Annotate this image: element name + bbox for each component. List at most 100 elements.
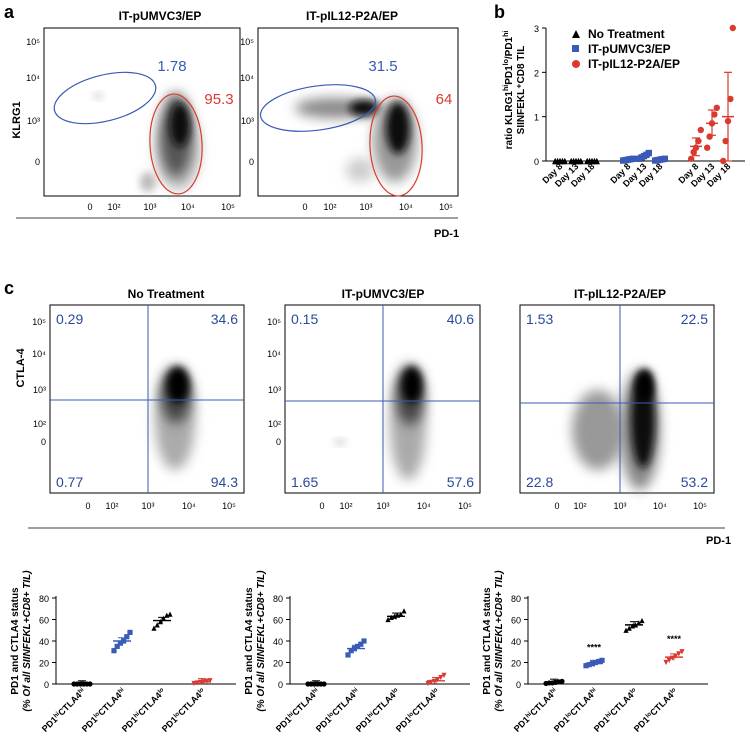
- density-cloud: [572, 369, 660, 490]
- svg-text:0: 0: [87, 202, 92, 212]
- quadrant-lower-left: 22.8: [526, 474, 553, 490]
- svg-text:10⁴: 10⁴: [181, 202, 195, 212]
- svg-text:10⁴: 10⁴: [32, 349, 46, 359]
- data-point: [720, 157, 727, 165]
- data-point: [348, 648, 354, 654]
- legend-label: No Treatment: [588, 27, 665, 41]
- yticks-a2: 10⁵ 10⁴ 10³ 0: [240, 37, 254, 167]
- xticks-c3: 0 10² 10³ 10⁴ 10⁵: [554, 501, 707, 511]
- svg-text:0: 0: [319, 501, 324, 511]
- significance-stars: ****: [587, 642, 602, 652]
- quadrant-upper-right: 22.5: [681, 311, 708, 327]
- svg-text:10⁴: 10⁴: [240, 73, 254, 83]
- density-cloud: [295, 98, 417, 182]
- y-tick-label: 60: [273, 616, 283, 626]
- pd1-axis-label-c: PD-1: [706, 535, 731, 547]
- svg-text:10³: 10³: [268, 385, 281, 395]
- data-point: [154, 622, 160, 628]
- scatter-ylabel: PD1 and CTLA4 status (% Of all SIINFEKL+C…: [244, 570, 267, 712]
- svg-text:10³: 10³: [141, 501, 154, 511]
- gate-klrg1-hi: [53, 71, 157, 125]
- x-category-label: PD1loCTLA4lo: [632, 686, 680, 734]
- quadrant-upper-right: 40.6: [447, 311, 474, 327]
- quadrant-lower-right: 57.6: [447, 474, 474, 490]
- data-point: [645, 149, 652, 157]
- data-point: [425, 680, 431, 687]
- svg-text:10⁵: 10⁵: [222, 501, 236, 511]
- data-point: [661, 155, 668, 162]
- density-cloud: [155, 367, 195, 470]
- scatter-plot-2: PD1 and CTLA4 status (% Of all SIINFEKL+C…: [482, 570, 708, 734]
- data-point: [385, 616, 391, 623]
- plot-frame: [43, 27, 241, 197]
- svg-text:10³: 10³: [376, 501, 389, 511]
- legend-marker-triangle: [572, 30, 580, 38]
- svg-text:0: 0: [249, 157, 254, 167]
- svg-text:10⁵: 10⁵: [221, 202, 235, 212]
- quadrant-plot-c3: IT-pIL12-P2A/EP 0 10² 10³ 10⁴ 10⁵ 1.53 2…: [519, 287, 715, 511]
- svg-text:10⁵: 10⁵: [439, 202, 453, 212]
- legend-marker-square: [572, 45, 579, 52]
- data-point: [167, 611, 173, 617]
- scatter-ylabel-line2: (% Of all SIINFEKL+CD8+ TIL): [494, 570, 505, 712]
- y-tick-label: 1: [534, 113, 539, 123]
- panel-b: ratio KLRG1hiPD1lo/PD1hi SIINFEKL⁺CD8 TI…: [503, 24, 745, 189]
- data-point: [688, 155, 695, 162]
- svg-text:0: 0: [554, 501, 559, 511]
- y-tick-label: 0: [44, 680, 49, 690]
- x-category-label: PD1loCTLA4lo: [394, 686, 442, 734]
- data-point: [586, 662, 592, 668]
- svg-text:0: 0: [302, 202, 307, 212]
- data-point: [729, 24, 736, 32]
- y-tick-label: 2: [534, 68, 539, 78]
- panel-b-ylabel-line2: SIINFEKL⁺CD8 TIL: [516, 46, 527, 135]
- klrg1-axis-label: KLRG1: [11, 101, 23, 138]
- panel-label-c: c: [4, 278, 14, 298]
- yticks-a1: 10⁵ 10⁴ 10³ 0: [26, 37, 40, 167]
- plot-frame: [519, 304, 715, 494]
- data-point: [626, 625, 632, 631]
- y-tick-label: 3: [534, 24, 539, 34]
- y-tick-label: 40: [39, 637, 49, 647]
- data-point: [629, 155, 636, 162]
- gate-red-value: 64: [436, 91, 453, 108]
- quadrant-lower-left: 0.77: [56, 474, 83, 490]
- y-tick-label: 80: [39, 594, 49, 604]
- scatter-ylabel-line2: (% Of all SIINFEKL+CD8+ TIL): [256, 570, 267, 712]
- svg-text:10⁴: 10⁴: [26, 73, 40, 83]
- data-point: [114, 643, 120, 649]
- scatter-plot-1: PD1 and CTLA4 status (% Of all SIINFEKL+C…: [244, 570, 470, 734]
- quadrant-plot-c1-title: No Treatment: [128, 287, 205, 301]
- scatter-plot-0: PD1 and CTLA4 status (% Of all SIINFEKL+C…: [10, 570, 236, 734]
- svg-text:10⁴: 10⁴: [653, 501, 667, 511]
- data-point: [441, 672, 447, 678]
- data-point: [401, 608, 407, 614]
- data-point: [559, 678, 565, 684]
- quadrant-plot-c1: No Treatment 10⁵ 10⁴ 10³ 10² 0 0 10² 10³…: [32, 287, 245, 511]
- svg-text:10²: 10²: [323, 202, 336, 212]
- data-point: [711, 111, 718, 118]
- svg-text:10³: 10³: [143, 202, 156, 212]
- svg-text:0: 0: [85, 501, 90, 511]
- y-tick-label: 20: [511, 659, 521, 669]
- data-point: [676, 651, 682, 657]
- data-point: [361, 638, 367, 644]
- scatter-ylabel-line2: (% Of all SIINFEKL+CD8+ TIL): [22, 570, 33, 712]
- plot-frame: [49, 304, 245, 494]
- panel-c: CTLA-4 PD-1 No Treatment 10⁵ 10⁴ 10³ 10²…: [15, 287, 731, 547]
- data-point: [663, 659, 669, 666]
- svg-text:10³: 10³: [241, 116, 254, 126]
- svg-text:0: 0: [41, 437, 46, 447]
- svg-text:10²: 10²: [33, 419, 46, 429]
- quadrant-upper-left: 0.29: [56, 311, 83, 327]
- xticks-c2: 0 10² 10³ 10⁴ 10⁵: [319, 501, 472, 511]
- svg-text:10⁴: 10⁴: [267, 349, 281, 359]
- scatter-ylabel-line1: PD1 and CTLA4 status: [482, 587, 493, 695]
- y-tick-label: 60: [39, 616, 49, 626]
- data-point: [358, 641, 364, 647]
- data-point: [713, 104, 720, 112]
- data-point: [599, 657, 605, 663]
- svg-text:10²: 10²: [339, 501, 352, 511]
- quadrant-upper-left: 0.15: [291, 311, 318, 327]
